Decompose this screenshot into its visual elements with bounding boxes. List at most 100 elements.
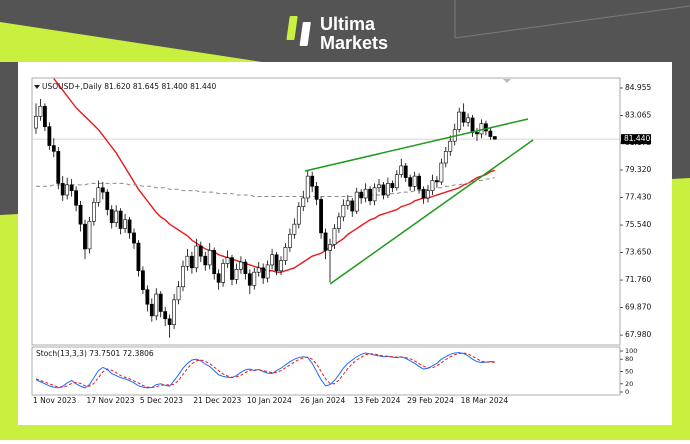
candle-body [194,245,199,269]
candle-body [337,216,341,229]
candle-body [83,223,87,250]
candle-body [100,187,105,193]
logo: Ultima Markets [286,14,388,53]
candle-body [368,188,372,202]
candle-body [92,202,96,222]
candle-body [47,126,52,146]
candle-body [221,263,225,283]
candle-body [412,175,417,187]
labels: 84.95583.06581.17579.32077.43075.54073.6… [33,82,651,405]
candle-body [479,123,484,135]
candle-body [136,242,141,272]
candle-body [69,184,74,191]
candle-body [377,184,381,189]
candle-body [292,223,297,235]
x-tick-label: 18 Mar 2024 [461,396,509,405]
candle-body [87,220,92,250]
candle-body [239,261,243,270]
candle-body [475,132,479,135]
candle-body [163,311,168,320]
stoch-line [35,352,495,389]
moving-average [53,78,496,273]
candle-body [283,247,288,261]
y-tick-label: 84.955 [625,83,651,92]
candle-body [270,254,274,266]
candle-body [341,204,346,218]
x-tick-label: 26 Jan 2024 [300,396,345,405]
accent-shape [0,22,262,62]
candle-body [435,180,439,183]
y-tick-label: 79.320 [625,165,651,174]
trendline [304,118,529,172]
shift-marker [503,79,511,83]
candle-body [43,105,47,127]
y-tick-label: 71.760 [625,275,651,284]
candle-body [154,293,159,317]
y-tick-label: 50 [625,368,633,376]
trendlines [304,118,534,285]
candle-body [190,255,194,269]
candle-body [149,303,154,317]
candle-body [216,273,221,283]
candle-body [132,232,136,244]
candle-body [345,200,350,206]
x-tick-label: 29 Feb 2024 [407,396,454,405]
candle-body [470,117,475,133]
candle-body [421,188,426,199]
candle-body [399,165,404,175]
x-tick-label: 1 Nov 2023 [33,396,76,405]
candle-body [261,267,266,279]
main-plot [32,78,620,338]
candle-body [328,244,332,251]
candle-body [394,174,399,189]
candle-body [461,111,466,123]
candle-body [51,145,56,152]
candle-body [381,184,386,196]
candle-body [114,210,119,224]
candle-body [65,184,70,196]
candle-body [484,123,488,132]
candle-body [243,261,248,274]
price-box [621,134,651,145]
x-tick-label: 5 Dec 2023 [140,396,183,405]
candle-body [390,183,395,189]
candle-body [38,105,43,117]
stoch-line [35,352,495,388]
candle-body [56,151,61,184]
candle-body [203,255,208,266]
candle-body [359,191,364,199]
stoch-plot [35,352,495,389]
candle-body [314,186,319,200]
y-tick-label: 80 [625,355,633,363]
y-tick-label: 75.540 [625,220,651,229]
candle-body [118,210,123,229]
candle-body [176,286,181,301]
candle-body [78,204,83,225]
candle-body [60,183,65,196]
candle-body [488,130,493,137]
candle-body [167,318,172,325]
chart-title: USOUSD+,Daily 81.620 81.645 81.400 81.44… [42,82,217,91]
candle-body [74,190,78,206]
candle-body [354,191,359,212]
candle-body [105,191,110,210]
candle-body [386,183,390,196]
candle-body [225,257,230,264]
y-tick-label: 20 [625,380,633,388]
logo-bar [286,16,298,40]
candle-body [172,299,176,325]
candle-body [96,187,101,203]
candle-body [296,206,301,225]
candle-body [274,254,279,272]
candle-body [372,187,377,202]
candle-body [247,273,252,286]
candle-body [207,250,212,266]
candle-body [332,228,337,245]
candle-body [417,175,421,190]
candle-body [466,117,470,123]
y-tick-label: 73.650 [625,248,651,257]
menu-arrow[interactable] [34,85,40,89]
candle-body [198,245,203,257]
